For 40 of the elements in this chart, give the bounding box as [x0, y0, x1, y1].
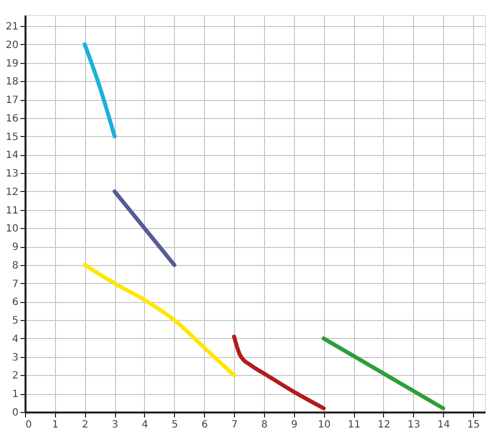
y-tick-label: 5 [12, 316, 18, 327]
y-tick-label: 2 [12, 370, 18, 382]
x-tick-label: 8 [261, 420, 268, 430]
y-tick-label: 7 [12, 278, 18, 290]
y-tick-label: 6 [12, 297, 18, 308]
x-tick-label: 4 [142, 420, 148, 430]
y-tick-label: 18 [6, 76, 18, 88]
x-tick-label: 13 [407, 420, 420, 430]
x-tick-label: 15 [467, 420, 480, 430]
y-tick-label: 10 [6, 224, 18, 235]
y-tick-label: 4 [12, 334, 18, 345]
x-tick-label: 2 [82, 420, 88, 430]
y-tick-label: 11 [6, 205, 18, 216]
x-tick-label: 10 [318, 420, 331, 430]
x-tick-label: 0 [26, 420, 32, 430]
x-tick-label: 14 [437, 420, 450, 430]
x-tick-label: 7 [231, 420, 238, 430]
x-tick-label: 12 [378, 420, 390, 430]
x-tick-label: 6 [202, 420, 208, 430]
y-tick-label: 9 [12, 242, 18, 254]
x-tick-label: 11 [348, 420, 360, 430]
y-tick-label: 1 [12, 389, 18, 400]
y-tick-label: 3 [12, 352, 18, 364]
x-tick-label: 9 [291, 420, 298, 430]
y-tick-label: 20 [6, 40, 18, 51]
y-tick-label: 14 [6, 150, 18, 162]
y-tick-label: 17 [6, 95, 18, 106]
y-tick-label: 12 [6, 186, 18, 198]
x-tick-label: 5 [172, 420, 178, 430]
x-tick-label: 1 [52, 420, 59, 430]
line-series [82, 262, 236, 378]
y-tick-label: 21 [6, 22, 18, 33]
y-tick-label: 0 [12, 408, 18, 418]
y-tick-label: 19 [6, 58, 18, 70]
x-tick-label: 3 [112, 420, 118, 430]
y-tick-label: 8 [12, 260, 18, 272]
line-series [232, 334, 326, 410]
y-tick-label: 15 [6, 132, 18, 143]
y-tick-label: 16 [6, 113, 18, 124]
y-tick-label: 13 [6, 168, 18, 180]
